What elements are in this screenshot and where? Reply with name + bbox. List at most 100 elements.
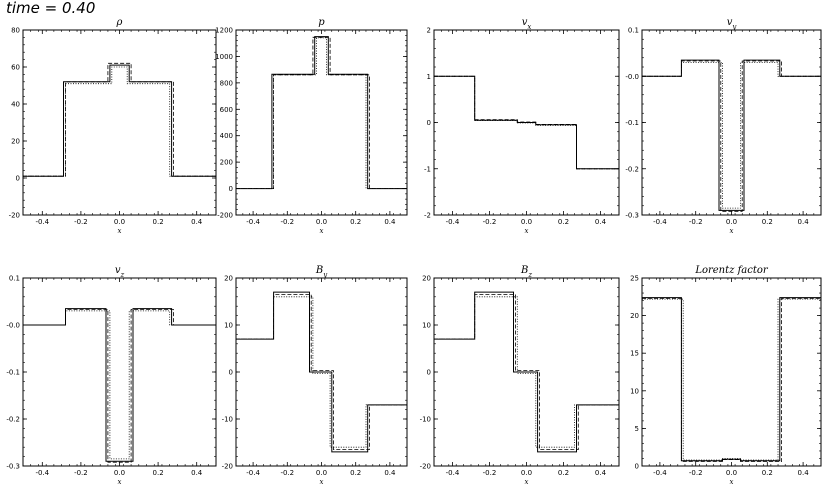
plot-frame	[22, 29, 217, 216]
x-tick-label: 0.2	[558, 469, 569, 477]
y-tick-label: 10	[422, 322, 431, 330]
y-tick-label: 800	[220, 79, 233, 87]
series-line-solid	[23, 308, 216, 462]
x-axis-label: x	[118, 227, 122, 235]
series-line-dotted	[434, 75, 619, 170]
x-tick-label: 0.4	[384, 469, 396, 477]
y-tick-label: 25	[630, 275, 639, 283]
x-tick-label: -0.4	[246, 218, 260, 226]
x-tick-label: -0.2	[483, 469, 497, 477]
x-tick-label: -0.2	[689, 218, 703, 226]
y-tick-label: 200	[220, 159, 233, 167]
panel-title: ρ	[116, 17, 123, 28]
x-tick-label: -0.4	[653, 218, 667, 226]
y-tick-label: -10	[420, 416, 431, 424]
y-tick-label: 0.1	[628, 27, 639, 35]
x-tick-label: -0.4	[246, 469, 260, 477]
series-line-dashed	[23, 62, 216, 177]
x-tick-label: 0.4	[191, 469, 203, 477]
panel-title: vx	[522, 17, 532, 31]
x-tick-label: -0.2	[74, 469, 88, 477]
y-tick-label: 0.1	[9, 275, 20, 283]
series-line-dotted	[23, 66, 216, 177]
y-tick-label: 80	[11, 27, 20, 35]
y-tick-label: 20	[224, 275, 233, 283]
y-tick-label: 1	[427, 73, 431, 81]
y-tick-label: -20	[420, 463, 431, 471]
x-tick-label: 0.0	[316, 218, 327, 226]
y-tick-label: -20	[222, 463, 233, 471]
panel-title: vz	[115, 265, 125, 279]
series-line-solid	[23, 64, 216, 177]
x-tick-label: 0.2	[762, 469, 773, 477]
series-line-solid	[236, 36, 407, 190]
plot-frame	[235, 29, 408, 216]
plot-frame	[22, 277, 217, 467]
panel-6: By -0.4 -0.2 0.0 0.2 0.4 -20 -10 0 10 20 x	[222, 265, 408, 486]
y-tick-label: -0.0	[625, 73, 639, 81]
y-tick-label: 20	[11, 138, 20, 146]
x-tick-label: 0.2	[153, 469, 164, 477]
y-tick-label: -10	[222, 416, 233, 424]
panel-3: vx -0.4 -0.2 0.0 0.2 0.4 -2 -1 0 1 2 x	[424, 17, 620, 235]
x-tick-label: 0.0	[726, 218, 737, 226]
panel-7: Bz -0.4 -0.2 0.0 0.2 0.4 -20 -10 0 10 20 x	[420, 265, 620, 486]
x-tick-label: 0.0	[114, 469, 125, 477]
x-tick-label: -0.4	[35, 218, 49, 226]
panel-4: vy -0.4 -0.2 0.0 0.2 0.4 -0.3 -0.2 -0.1 -0.0 0.1 x	[625, 17, 822, 235]
y-tick-label: -2	[424, 212, 431, 220]
x-tick-label: 0.2	[350, 469, 361, 477]
y-tick-label: -0.3	[625, 212, 639, 220]
panel-title: Lorentz factor	[694, 265, 769, 276]
x-axis-label: x	[525, 227, 529, 235]
panel-title: p	[318, 17, 325, 28]
y-tick-label: -20	[9, 212, 20, 220]
y-tick-label: 600	[220, 106, 233, 114]
y-tick-label: 5	[635, 425, 639, 433]
x-axis-label: x	[320, 478, 324, 486]
x-tick-label: 0.2	[762, 218, 773, 226]
y-tick-label: 0	[16, 175, 20, 183]
x-tick-label: -0.2	[689, 469, 703, 477]
series-line-dashed	[236, 36, 407, 190]
x-tick-label: -0.4	[446, 469, 460, 477]
y-tick-label: 20	[630, 312, 639, 320]
x-tick-label: 0.0	[114, 218, 125, 226]
series-line-solid	[434, 291, 619, 453]
series-line-solid	[434, 75, 619, 170]
x-tick-label: -0.4	[35, 469, 49, 477]
y-tick-label: -0.1	[625, 119, 639, 127]
y-tick-label: 0	[427, 119, 431, 127]
series-line-dotted	[23, 310, 216, 460]
plot-frame	[641, 277, 822, 467]
y-tick-label: 15	[630, 350, 639, 358]
x-tick-label: 0.0	[316, 469, 327, 477]
x-tick-label: 0.4	[798, 469, 810, 477]
panel-1: ρ -0.4 -0.2 0.0 0.2 0.4 -20 0 20 40 60 80 x	[9, 17, 217, 235]
x-tick-label: 0.4	[384, 218, 396, 226]
y-tick-label: 2	[427, 27, 431, 35]
series-line-dotted	[236, 37, 407, 190]
x-tick-label: 0.2	[350, 218, 361, 226]
x-tick-label: 0.0	[726, 469, 737, 477]
y-tick-label: -0.3	[6, 463, 20, 471]
x-tick-label: -0.2	[74, 218, 88, 226]
x-tick-label: 0.0	[521, 218, 532, 226]
x-tick-label: 0.4	[798, 218, 810, 226]
y-tick-label: 1200	[215, 27, 233, 35]
y-tick-label: -0.2	[625, 165, 639, 173]
y-tick-label: 400	[220, 132, 233, 140]
plot-frame	[641, 29, 822, 216]
y-tick-label: 0	[229, 185, 233, 193]
series-line-dashed	[236, 294, 407, 451]
x-tick-label: -0.2	[280, 469, 294, 477]
x-tick-label: -0.2	[483, 218, 497, 226]
y-tick-label: -0.0	[6, 322, 20, 330]
x-tick-label: 0.2	[153, 218, 164, 226]
x-axis-label: x	[320, 227, 324, 235]
series-line-solid	[236, 291, 407, 453]
x-tick-label: -0.2	[280, 218, 294, 226]
series-line-dashed	[642, 60, 821, 212]
